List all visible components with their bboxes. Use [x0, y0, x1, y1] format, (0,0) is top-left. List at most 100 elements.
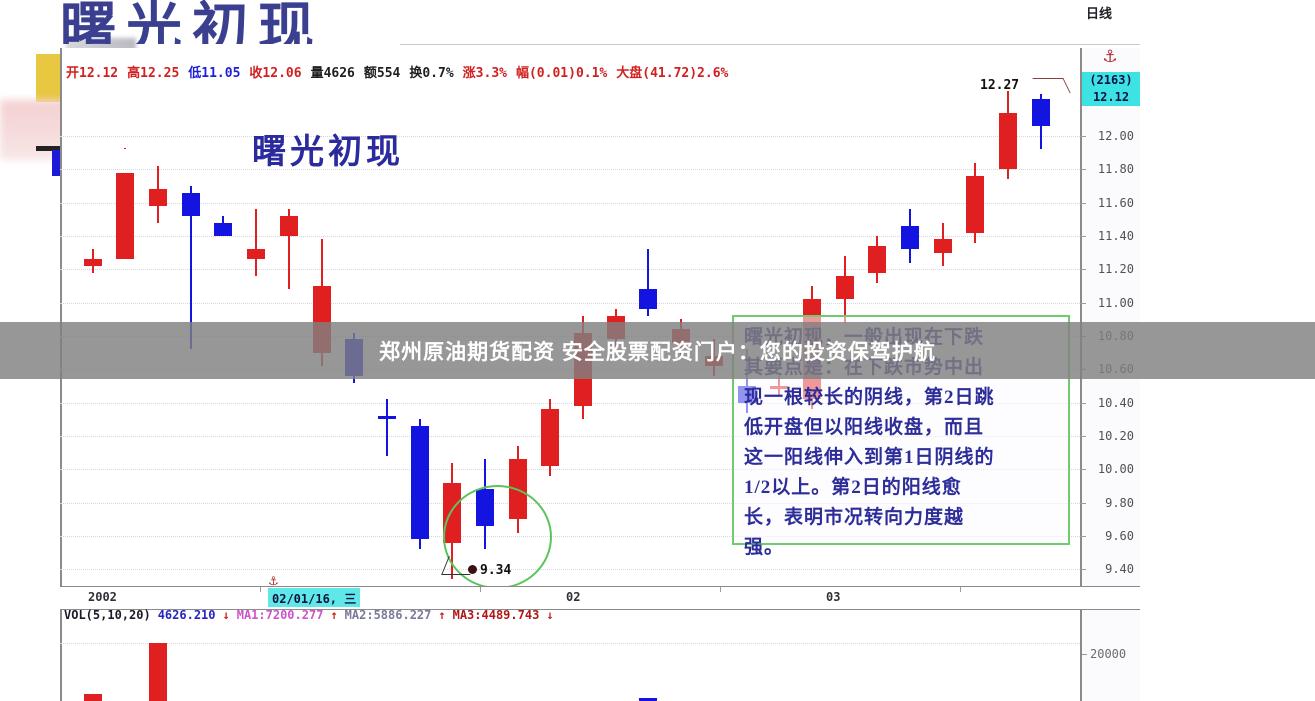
candle-wick — [255, 209, 257, 276]
candle-body — [901, 226, 919, 250]
volume-legend: VOL(5,10,20) 4626.210 ↓ MA1:7200.277 ↑ MA2:58… — [64, 606, 561, 624]
quote-turnover: 换0.7% — [409, 66, 454, 81]
gridline — [60, 302, 1080, 304]
note-line: 长，表明市况转向力度越 — [744, 507, 965, 528]
high-annotation: 12.27 — [980, 78, 1020, 93]
candle-body — [247, 249, 265, 260]
high-annotation-leader — [1032, 78, 1071, 93]
candle-body — [149, 189, 167, 206]
candle-body — [214, 222, 232, 236]
quote-open: 开12.12 — [66, 66, 119, 81]
x-axis-month: 02 — [566, 590, 581, 604]
quote-index: 大盘(41.72)2.6% — [616, 66, 729, 81]
price-axis-tick: 9.40 — [1080, 561, 1140, 577]
quote-close: 收12.06 — [249, 66, 302, 81]
candle-body — [378, 416, 396, 419]
volume-bar — [149, 643, 167, 701]
volume-ma2-arrow: ↑ — [438, 608, 446, 622]
current-price-code: (2163) — [1089, 73, 1133, 87]
gridline — [60, 569, 1080, 571]
candle-wick — [288, 209, 290, 290]
candle-wick — [124, 147, 126, 149]
gridline — [60, 536, 1080, 537]
x-axis-year: 2002 — [88, 590, 117, 604]
gridline — [60, 136, 1080, 137]
price-axis-tick: 12.00 — [1080, 128, 1140, 144]
volume-value-arrow: ↓ — [222, 608, 230, 622]
low-annotation: 9.34 — [480, 563, 512, 578]
quote-amount: 额554 — [363, 66, 401, 81]
price-axis-tick: 10.20 — [1080, 428, 1140, 444]
quote-high: 高12.25 — [127, 66, 180, 81]
title-divider — [400, 44, 1315, 45]
candle-body — [868, 246, 886, 273]
x-axis-month: 03 — [826, 590, 841, 604]
candle-body — [116, 172, 134, 260]
gridline — [60, 402, 1080, 404]
volume-ma1: MA1:7200.277 — [236, 608, 324, 622]
price-axis-tick: 11.40 — [1080, 228, 1140, 244]
volume-gridline — [60, 643, 1080, 645]
volume-ma3: MA3:4489.743 — [452, 608, 540, 622]
candle-body — [182, 192, 200, 216]
candle-body — [934, 239, 952, 253]
candle-body — [999, 112, 1017, 170]
x-axis: 2002 02/01/16, 三 02 03 — [60, 586, 1140, 610]
chart-watermark: 曙光初现 — [252, 134, 404, 171]
candle-wick — [647, 249, 649, 316]
price-axis-tick: 11.20 — [1080, 261, 1140, 277]
quote-volume: 量4626 — [310, 66, 355, 81]
candle-body — [836, 276, 854, 300]
candle-body — [280, 216, 298, 236]
volume-legend-title: VOL(5,10,20) — [64, 608, 151, 622]
gridline — [60, 502, 1080, 504]
anchor-icon: ⚓ — [1102, 47, 1118, 66]
candle-wick — [190, 186, 192, 350]
price-axis-tick: 10.00 — [1080, 461, 1140, 477]
low-annotation-dot — [468, 565, 477, 574]
price-axis-tick: 9.60 — [1080, 528, 1140, 544]
note-line: 这一阳线伸入到第1日阴线的 — [744, 447, 995, 468]
x-axis-period-label: 日线 — [1086, 6, 1113, 21]
promo-banner: 郑州原油期货配资 安全股票配资门户：您的投资保驾护航 — [0, 322, 1315, 379]
price-axis-tick: 11.80 — [1080, 161, 1140, 177]
gridline — [60, 202, 1080, 204]
price-axis-tick: 11.60 — [1080, 195, 1140, 211]
volume-bar — [84, 693, 102, 701]
volume-ma1-arrow: ↑ — [330, 608, 338, 622]
candle-body — [541, 409, 559, 466]
candle-body — [1032, 99, 1050, 126]
price-axis-tick: 11.00 — [1080, 295, 1140, 311]
gridline — [60, 236, 1080, 237]
current-price-value: 12.12 — [1092, 90, 1130, 104]
candle-body — [411, 426, 429, 540]
candle-body — [84, 259, 102, 266]
note-line: 现一根较长的阴线，第2日跳 — [744, 387, 995, 408]
page-title: 曙光初现 — [60, 0, 324, 44]
note-line: 低开盘但以阳线收盘，而且 — [744, 417, 985, 438]
current-price-badge[interactable]: (2163) 12.12 — [1082, 72, 1140, 106]
price-axis-tick: 10.40 — [1080, 395, 1140, 411]
volume-axis-tick: 20000 — [1082, 647, 1140, 661]
candle-body — [639, 289, 657, 310]
volume-bar — [639, 697, 657, 701]
x-axis-anchor-icon: ⚓ — [268, 574, 279, 588]
volume-value: 4626.210 — [157, 608, 216, 622]
quote-change: 涨3.3% — [462, 66, 507, 81]
quote-amplitude: 幅(0.01)0.1% — [515, 66, 608, 81]
gridline — [60, 436, 1080, 437]
gridline — [60, 469, 1080, 471]
volume-ma2: MA2:5886.227 — [344, 608, 432, 622]
volume-pane — [60, 626, 1080, 701]
candle-body — [966, 176, 984, 233]
gridline — [60, 269, 1080, 271]
candle-wick — [386, 399, 388, 456]
quote-header: 开12.12 高12.25 低11.05 收12.06 量4626 额554 换0.7% 涨3… — [66, 64, 737, 84]
decorative-black-bar — [36, 146, 60, 151]
note-line: 1/2以上。第2日的阳线愈 — [744, 477, 962, 498]
promo-banner-text: 郑州原油期货配资 安全股票配资门户：您的投资保驾护航 — [379, 340, 936, 364]
price-axis-tick: 9.80 — [1080, 495, 1140, 511]
x-axis-current-date[interactable]: 02/01/16, 三 — [268, 588, 361, 607]
quote-low: 低11.05 — [188, 66, 241, 81]
